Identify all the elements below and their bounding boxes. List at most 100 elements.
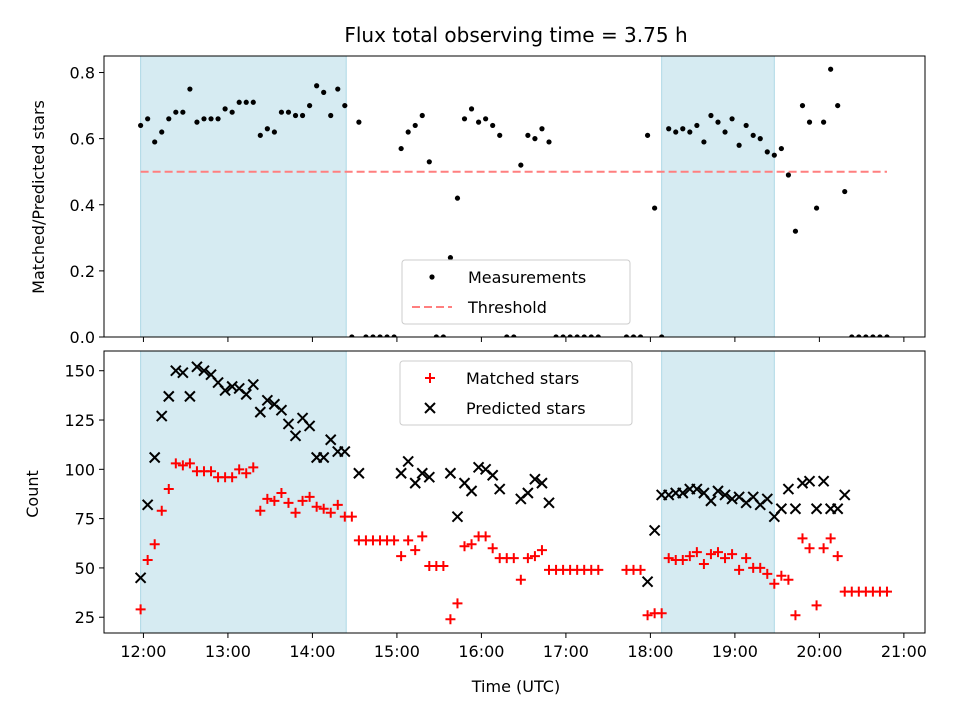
predicted-stars-point — [775, 503, 788, 515]
top-y-tick-label: 0.0 — [70, 328, 95, 347]
measurement-point — [419, 112, 425, 119]
matched-stars-point — [529, 551, 540, 562]
predicted-stars-point — [803, 475, 816, 487]
measurement-point — [877, 334, 883, 337]
matched-stars-point — [332, 499, 343, 510]
measurement-point — [560, 334, 566, 337]
measurement-point — [821, 119, 827, 125]
measurement-point — [736, 142, 742, 148]
measurement-point — [511, 334, 517, 337]
matched-stars-point — [705, 549, 716, 560]
measurement-point — [490, 122, 496, 129]
measurement-point — [757, 136, 763, 142]
measurement-point — [708, 112, 714, 119]
predicted-stars-point — [705, 495, 717, 507]
matched-stars-point — [515, 574, 526, 585]
matched-stars-point — [741, 553, 752, 564]
measurement-point — [729, 116, 735, 122]
measurement-point — [567, 334, 573, 337]
measurement-point — [468, 106, 475, 112]
top-legend-box — [401, 259, 631, 325]
measurement-point — [201, 116, 207, 122]
matched-stars-point — [818, 543, 829, 554]
bottom-y-tick-label: 75 — [75, 510, 95, 529]
measurement-point — [497, 132, 503, 138]
measurement-point — [243, 99, 249, 105]
measurement-point — [835, 102, 841, 109]
measurement-point — [285, 109, 292, 115]
measurement-point — [180, 109, 186, 115]
measurement-point — [356, 119, 362, 125]
measurement-point — [518, 162, 524, 168]
measurement-point — [813, 205, 820, 211]
matched-stars-point — [635, 564, 646, 575]
matched-stars-point — [346, 511, 357, 522]
matched-stars-point — [206, 466, 217, 477]
measurement-point — [743, 122, 749, 129]
predicted-stars-point — [261, 394, 274, 407]
legend-predicted-marker — [424, 402, 436, 414]
matched-stars-point — [135, 604, 146, 615]
measurement-point — [215, 116, 221, 122]
matched-stars-point — [720, 553, 731, 564]
predicted-stars-point — [339, 445, 351, 458]
matched-stars-point — [396, 551, 407, 562]
matched-stars-point — [445, 614, 456, 625]
measurement-point — [792, 228, 799, 234]
matched-stars-point — [325, 507, 336, 518]
matched-stars-point — [698, 558, 709, 569]
measurement-point — [785, 172, 792, 178]
measurement-point — [412, 122, 418, 129]
predicted-stars-point — [177, 366, 189, 379]
measurement-point — [595, 334, 601, 337]
predicted-stars-point — [451, 510, 464, 523]
matched-stars-point — [255, 505, 266, 516]
predicted-stars-point — [134, 572, 147, 584]
measurement-point — [138, 122, 144, 129]
measurement-point — [299, 112, 306, 119]
predicted-stars-point — [789, 503, 802, 515]
measurement-point — [321, 89, 327, 95]
bottom-y-axis-label: Count — [23, 470, 42, 518]
matched-stars-point — [734, 564, 745, 575]
predicted-stars-point — [472, 461, 485, 474]
x-tick-label: 20:00 — [796, 642, 842, 661]
predicted-stars-point — [148, 451, 161, 464]
bottom-markers — [134, 361, 892, 625]
matched-stars-point — [318, 503, 329, 514]
bottom-legend-box — [399, 360, 633, 426]
matched-stars-point — [241, 468, 252, 479]
predicted-stars-point — [494, 483, 506, 495]
predicted-stars-point — [817, 475, 830, 487]
matched-stars-point — [663, 553, 674, 564]
measurement-point — [525, 132, 531, 138]
predicted-stars-point — [156, 410, 168, 422]
legend-matched-marker — [425, 373, 435, 383]
measurement-point — [250, 99, 256, 105]
predicted-stars-point — [416, 467, 428, 479]
matched-stars-point — [290, 507, 301, 518]
matched-stars-point — [656, 608, 667, 619]
predicted-stars-point — [198, 365, 210, 377]
predicted-stars-point — [423, 471, 436, 483]
matched-stars-point — [881, 586, 892, 597]
matched-stars-point — [677, 555, 688, 566]
predicted-stars-point — [662, 489, 675, 501]
top-legend-entry: Threshold — [467, 298, 547, 317]
matched-stars-point — [262, 493, 273, 504]
matched-stars-point — [762, 568, 773, 579]
matched-stars-point — [769, 578, 780, 589]
matched-stars-point — [156, 505, 167, 516]
chart-title: Flux total observing time = 3.75 h — [344, 23, 687, 47]
top-markers — [138, 66, 890, 337]
measurement-point — [433, 334, 439, 337]
measurement-point — [574, 334, 580, 337]
measurement-point — [842, 188, 848, 195]
measurement-point — [715, 119, 721, 125]
x-tick-label: 12:00 — [120, 642, 166, 661]
predicted-stars-point — [226, 380, 238, 393]
bottom-y-tick-label: 100 — [64, 460, 95, 479]
matched-stars-point — [755, 562, 766, 573]
top-y-tick-label: 0.4 — [70, 196, 95, 215]
